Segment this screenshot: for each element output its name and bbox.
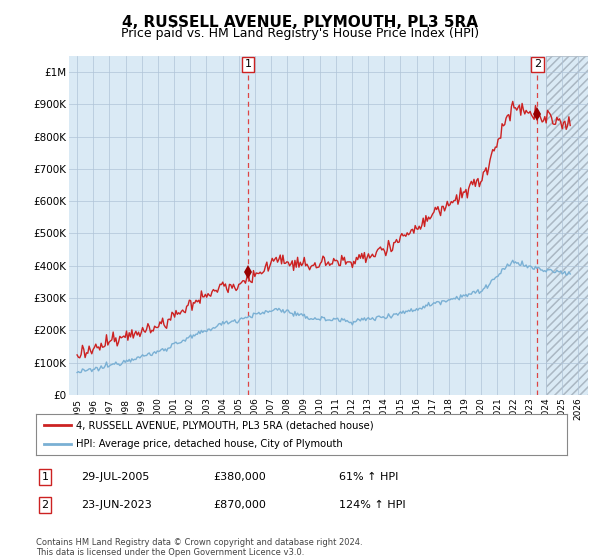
Text: 124% ↑ HPI: 124% ↑ HPI [339,500,406,510]
Text: £870,000: £870,000 [213,500,266,510]
Text: 2: 2 [534,59,541,69]
Bar [546,56,588,395]
Text: Price paid vs. HM Land Registry's House Price Index (HPI): Price paid vs. HM Land Registry's House … [121,27,479,40]
Text: 1: 1 [244,59,251,69]
Text: 61% ↑ HPI: 61% ↑ HPI [339,472,398,482]
Text: 4, RUSSELL AVENUE, PLYMOUTH, PL3 5RA: 4, RUSSELL AVENUE, PLYMOUTH, PL3 5RA [122,15,478,30]
Text: 29-JUL-2005: 29-JUL-2005 [81,472,149,482]
Text: 23-JUN-2023: 23-JUN-2023 [81,500,152,510]
Text: 1: 1 [41,472,49,482]
Text: 4, RUSSELL AVENUE, PLYMOUTH, PL3 5RA (detached house): 4, RUSSELL AVENUE, PLYMOUTH, PL3 5RA (de… [76,421,373,430]
Text: HPI: Average price, detached house, City of Plymouth: HPI: Average price, detached house, City… [76,439,343,449]
Text: Contains HM Land Registry data © Crown copyright and database right 2024.
This d: Contains HM Land Registry data © Crown c… [36,538,362,557]
Bar [546,56,588,395]
Text: 2: 2 [41,500,49,510]
Text: £380,000: £380,000 [213,472,266,482]
